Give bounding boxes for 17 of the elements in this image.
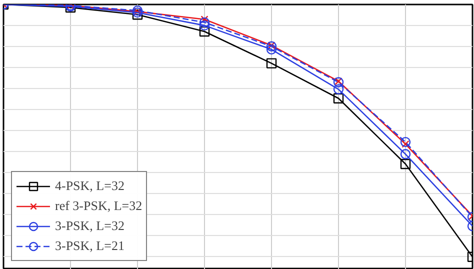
point — [200, 16, 208, 24]
legend-label: 4-PSK, L=32 — [55, 177, 124, 195]
point — [134, 8, 142, 16]
point — [333, 84, 344, 94]
legend-label: ref 3-PSK, L=32 — [55, 197, 142, 215]
point — [266, 44, 277, 55]
point — [199, 17, 210, 28]
point — [199, 26, 210, 37]
point — [266, 58, 277, 68]
legend-label: 3-PSK, L=21 — [55, 237, 124, 255]
point — [400, 158, 411, 170]
legend-label: 3-PSK, L=32 — [55, 217, 124, 235]
point — [400, 136, 411, 148]
point — [400, 149, 411, 160]
point — [402, 140, 410, 148]
point — [199, 20, 210, 31]
point — [333, 93, 344, 104]
